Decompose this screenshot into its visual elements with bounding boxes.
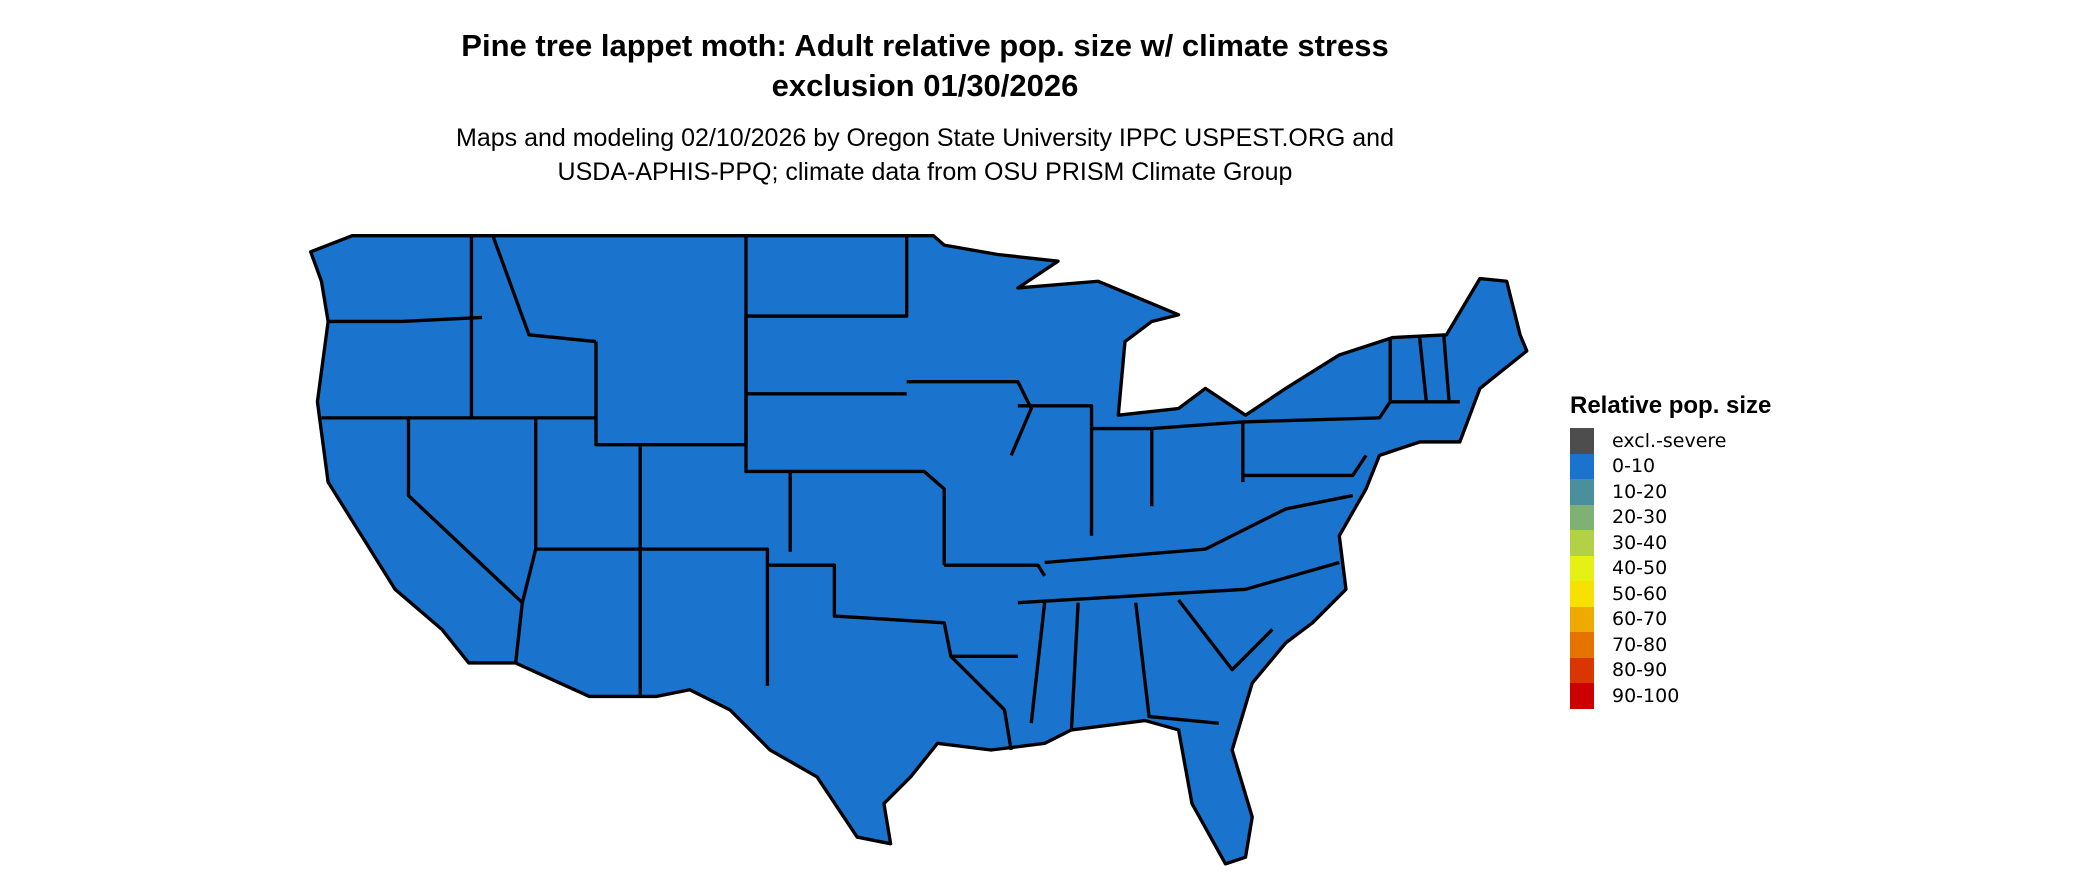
- legend-swatch: [1570, 453, 1594, 479]
- legend-item: 20-30: [1570, 504, 1771, 530]
- legend-item: 80-90: [1570, 657, 1771, 683]
- legend-label: 70-80: [1612, 633, 1668, 656]
- legend-label: excl.-severe: [1612, 429, 1727, 452]
- legend-label: 40-50: [1612, 557, 1668, 580]
- legend-item: 10-20: [1570, 479, 1771, 505]
- legend-item: 50-60: [1570, 581, 1771, 607]
- legend-item: 70-80: [1570, 632, 1771, 658]
- map-title-line1: Pine tree lappet moth: Adult relative po…: [461, 28, 1389, 63]
- legend-swatch: [1570, 530, 1594, 556]
- legend-swatch: [1570, 428, 1594, 454]
- legend-item: 30-40: [1570, 530, 1771, 556]
- subtitle-line1: Maps and modeling 02/10/2026 by Oregon S…: [456, 124, 1394, 152]
- legend-swatch: [1570, 555, 1594, 581]
- legend-swatch: [1570, 479, 1594, 505]
- legend-label: 90-100: [1612, 684, 1680, 707]
- legend: Relative pop. size excl.-severe 0-10 10-20…: [1570, 392, 1771, 709]
- legend-item: 0-10: [1570, 453, 1771, 479]
- legend-label: 30-40: [1612, 531, 1668, 554]
- legend-label: 50-60: [1612, 582, 1668, 605]
- legend-swatch: [1570, 657, 1594, 683]
- legend-item: excl.-severe: [1570, 428, 1771, 454]
- legend-label: 10-20: [1612, 480, 1668, 503]
- legend-label: 60-70: [1612, 608, 1668, 631]
- legend-item: 60-70: [1570, 606, 1771, 632]
- legend-swatch: [1570, 504, 1594, 530]
- legend-swatch: [1570, 683, 1594, 709]
- legend-item: 90-100: [1570, 683, 1771, 709]
- state-borders: [321, 235, 1460, 751]
- legend-label: 80-90: [1612, 659, 1668, 682]
- legend-label: 20-30: [1612, 506, 1668, 529]
- map-title-line2: exclusion 01/30/2026: [771, 68, 1079, 103]
- legend-swatch: [1570, 632, 1594, 658]
- us-outline: [309, 234, 1529, 866]
- legend-label: 0-10: [1612, 455, 1656, 478]
- legend-swatch: [1570, 606, 1594, 632]
- subtitle-line2: USDA-APHIS-PPQ; climate data from OSU PR…: [557, 158, 1293, 186]
- legend-swatch: [1570, 581, 1594, 607]
- legend-title: Relative pop. size: [1570, 392, 1772, 419]
- legend-item: 40-50: [1570, 555, 1771, 581]
